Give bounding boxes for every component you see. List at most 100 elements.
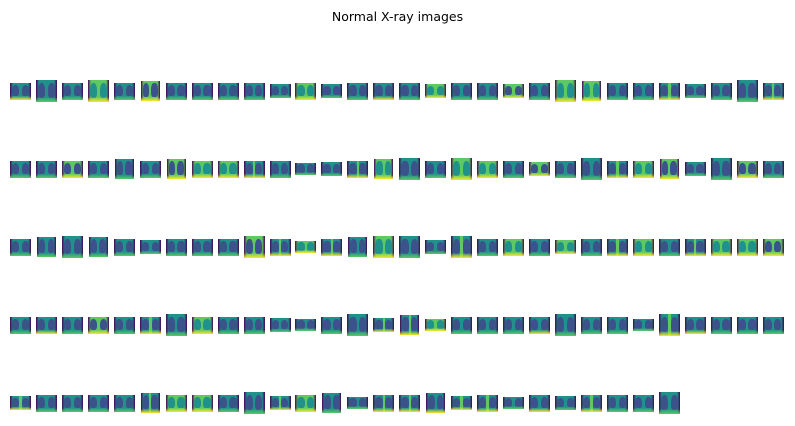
spine-shape: [174, 82, 178, 100]
right-lung-shape: [774, 318, 782, 331]
diaphragm-shape: [762, 173, 784, 178]
xray-thumbnail: [632, 394, 654, 412]
spine-shape: [19, 82, 22, 100]
diaphragm-shape: [295, 328, 317, 331]
spine-shape: [590, 158, 593, 180]
left-lung-shape: [167, 240, 175, 253]
right-lung-shape: [436, 320, 445, 329]
left-lung-shape: [712, 84, 720, 97]
diaphragm-shape: [373, 95, 395, 100]
left-lung-shape: [764, 84, 772, 97]
xray-thumbnail: [451, 82, 473, 100]
left-lung-shape: [686, 85, 694, 96]
spine-shape: [538, 238, 541, 256]
diaphragm-shape: [710, 251, 732, 256]
diaphragm-shape: [61, 95, 83, 100]
spine-shape: [434, 160, 437, 178]
spine-shape: [564, 314, 567, 336]
right-lung-shape: [307, 164, 315, 173]
spine-shape: [616, 82, 619, 100]
xray-thumbnail: [61, 394, 83, 412]
right-lung-shape: [488, 162, 496, 175]
xray-thumbnail: [658, 392, 680, 414]
left-lung-shape: [427, 241, 435, 252]
spine-shape: [408, 315, 411, 335]
spine-shape: [486, 316, 489, 334]
spine-shape: [434, 393, 437, 413]
diaphragm-shape: [606, 95, 628, 100]
right-lung-shape: [436, 395, 444, 409]
left-lung-shape: [634, 162, 643, 175]
diaphragm-shape: [606, 329, 628, 334]
spine-shape: [45, 160, 48, 178]
right-lung-shape: [385, 396, 393, 409]
diaphragm-shape: [425, 250, 447, 254]
diaphragm-shape: [659, 174, 679, 179]
spine-shape: [668, 82, 671, 100]
diaphragm-shape: [399, 253, 421, 258]
left-lung-shape: [531, 84, 539, 97]
right-lung-shape: [99, 82, 107, 98]
left-lung-shape: [401, 160, 409, 176]
diaphragm-shape: [269, 173, 291, 178]
diaphragm-shape: [348, 252, 368, 257]
xray-thumbnail: [736, 316, 758, 334]
diaphragm-shape: [762, 251, 784, 256]
left-lung-shape: [89, 318, 98, 331]
spine-shape: [460, 316, 463, 334]
xray-thumbnail: [554, 396, 576, 410]
xray-thumbnail: [684, 238, 706, 256]
diaphragm-shape: [10, 406, 31, 410]
diaphragm-shape: [503, 251, 524, 256]
left-lung-shape: [167, 84, 175, 97]
left-lung-shape: [479, 318, 487, 331]
diaphragm-shape: [425, 173, 447, 178]
right-lung-shape: [774, 240, 782, 253]
xray-thumbnail: [606, 316, 628, 334]
right-lung-shape: [229, 318, 237, 331]
right-lung-shape: [333, 163, 341, 174]
left-lung-shape: [297, 320, 305, 329]
diaphragm-shape: [373, 407, 395, 412]
xray-thumbnail: [217, 394, 239, 412]
spine-shape: [97, 80, 100, 102]
right-lung-shape: [644, 162, 652, 175]
left-lung-shape: [219, 240, 227, 253]
xray-thumbnail: [606, 238, 628, 256]
xray-thumbnail: [10, 316, 31, 334]
diaphragm-shape: [191, 251, 213, 256]
diaphragm-shape: [451, 95, 473, 100]
spine-shape: [149, 393, 152, 413]
spine-shape: [668, 238, 671, 256]
left-lung-shape: [764, 162, 772, 175]
right-lung-shape: [462, 238, 470, 254]
diaphragm-shape: [503, 406, 524, 409]
right-lung-shape: [151, 241, 159, 252]
diaphragm-shape: [269, 328, 291, 332]
left-lung-shape: [764, 240, 772, 253]
xray-thumbnail: [347, 82, 369, 100]
spine-shape: [97, 237, 100, 257]
left-lung-shape: [193, 240, 201, 253]
right-lung-shape: [359, 398, 367, 407]
xray-thumbnail: [632, 160, 654, 178]
left-lung-shape: [401, 84, 409, 97]
diaphragm-shape: [217, 95, 239, 100]
xray-thumbnail: [269, 238, 291, 256]
right-lung-shape: [21, 318, 29, 331]
right-lung-shape: [21, 397, 29, 408]
spine-shape: [97, 316, 100, 334]
xray-thumbnail: [269, 84, 291, 98]
spine-shape: [693, 84, 697, 98]
diaphragm-shape: [347, 331, 369, 336]
spine-shape: [252, 392, 256, 414]
diaphragm-shape: [373, 253, 395, 258]
xray-thumbnail: [632, 82, 654, 100]
xray-thumbnail: [554, 240, 576, 254]
spine-shape: [512, 397, 515, 409]
spine-shape: [304, 163, 308, 175]
right-lung-shape: [47, 82, 55, 98]
xray-thumbnail: [113, 82, 135, 100]
right-lung-shape: [618, 318, 626, 331]
xray-thumbnail: [321, 238, 343, 256]
